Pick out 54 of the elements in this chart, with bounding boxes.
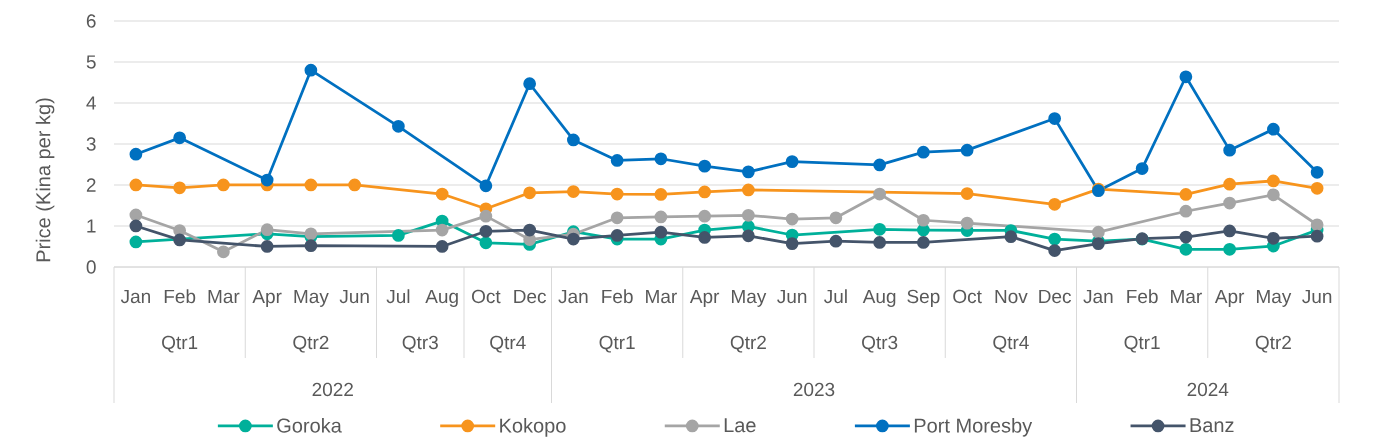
x-tick-label: Jan: [1083, 289, 1113, 304]
x-tick-label: Dec: [514, 289, 547, 304]
y-tick-label: 1: [87, 219, 96, 233]
x-tick-label: May: [294, 289, 329, 307]
x-tick-label: Apr: [689, 289, 720, 307]
y-tick-label: 2: [86, 178, 96, 192]
text: Qtr1: [1124, 335, 1160, 353]
text: Qtr1: [599, 335, 635, 353]
x-tick-label: Jun: [777, 289, 807, 304]
text: Qtr2: [1255, 335, 1291, 353]
y-axis-title: Price (Kina per kg): [35, 98, 55, 262]
legend-label: Kokopo: [500, 417, 566, 437]
x-tick-label: Apr: [252, 289, 282, 307]
x-tick-label: Feb: [1127, 289, 1158, 304]
text: Qtr4: [490, 335, 526, 353]
x-tick-label: Jan: [120, 289, 150, 304]
text: 2022: [312, 382, 353, 397]
text: 2024: [1187, 382, 1229, 397]
text: Qtr1: [162, 335, 198, 353]
x-tick-label: Mar: [646, 289, 677, 304]
x-tick-label: Oct: [953, 289, 982, 304]
text: Qtr4: [993, 335, 1029, 353]
text: Qtr3: [862, 335, 898, 353]
text: 2023: [793, 382, 835, 397]
x-tick-label: Jun: [1302, 289, 1332, 304]
x-tick-label: Aug: [425, 289, 458, 307]
x-tick-label: Jul: [824, 289, 847, 304]
x-tick-label: Aug: [862, 289, 896, 307]
x-tick-label: Feb: [602, 289, 633, 304]
x-tick-label: Mar: [208, 289, 240, 304]
y-tick-label: 4: [86, 96, 96, 110]
x-tick-label: Jun: [339, 289, 369, 304]
x-tick-label: Sep: [907, 289, 940, 307]
text: Qtr2: [293, 335, 329, 353]
x-tick-label: May: [731, 289, 767, 307]
legend-label: Lae: [724, 418, 756, 433]
x-tick-label: Feb: [164, 289, 196, 304]
x-tick-label: Mar: [1171, 289, 1202, 304]
legend-label: Banz: [1190, 418, 1234, 433]
text: Qtr3: [402, 335, 438, 353]
x-tick-label: Apr: [1214, 289, 1245, 307]
x-tick-label: May: [1256, 289, 1292, 307]
y-tick-label: 6: [86, 14, 96, 28]
x-tick-label: Dec: [1039, 289, 1072, 304]
legend-label: Goroka: [277, 417, 342, 433]
x-tick-label: Oct: [472, 289, 501, 304]
x-tick-label: Jul: [386, 289, 410, 304]
legend-label: Port Moresby: [914, 417, 1033, 437]
y-tick-label: 0: [86, 260, 96, 274]
y-tick-label: 5: [86, 55, 96, 69]
y-tick-label: 3: [86, 137, 96, 151]
x-tick-label: Nov: [995, 289, 1028, 304]
text: Qtr2: [730, 335, 766, 353]
x-tick-label: Jan: [558, 289, 588, 304]
